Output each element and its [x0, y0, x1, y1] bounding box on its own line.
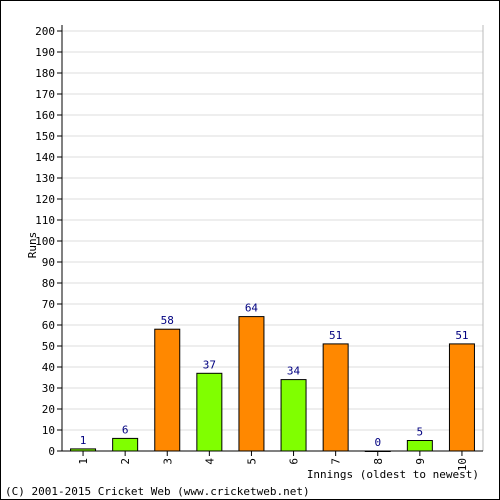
y-tick-label: 170 — [35, 88, 55, 101]
y-tick-label: 40 — [42, 361, 55, 374]
data-label: 6 — [122, 423, 129, 436]
copyright-credit: (C) 2001-2015 Cricket Web (www.cricketwe… — [5, 485, 310, 498]
y-tick-label: 200 — [35, 25, 55, 38]
x-tick-label: 4 — [203, 458, 216, 465]
data-label: 58 — [161, 314, 174, 327]
data-label: 64 — [245, 302, 259, 315]
data-label: 51 — [455, 329, 468, 342]
x-axis-label: Innings (oldest to newest) — [307, 468, 479, 481]
y-tick-label: 120 — [35, 193, 55, 206]
y-tick-label: 160 — [35, 109, 55, 122]
y-tick-label: 190 — [35, 46, 55, 59]
bar-innings-5 — [238, 316, 265, 452]
y-tick-label: 90 — [42, 256, 55, 269]
y-tick-label: 140 — [35, 151, 55, 164]
x-tick-label: 5 — [245, 458, 258, 465]
y-tick-label: 50 — [42, 340, 55, 353]
bar-innings-7 — [322, 343, 349, 452]
y-tick-label: 0 — [48, 445, 55, 458]
y-tick-label: 20 — [42, 403, 55, 416]
data-labels: 1 6 58 37 64 34 51 0 5 51 — [80, 302, 469, 449]
y-tick-label: 80 — [42, 277, 55, 290]
bar-innings-2 — [112, 437, 139, 452]
bar-innings-1 — [70, 448, 97, 452]
y-axis-label: Runs — [26, 232, 39, 259]
x-tick-label: 1 — [77, 458, 90, 465]
x-tick-label: 6 — [288, 458, 301, 465]
y-tick-label: 60 — [42, 319, 55, 332]
data-label: 5 — [417, 426, 424, 439]
x-tick-label: 2 — [119, 458, 132, 465]
x-tick-label: 7 — [330, 458, 343, 465]
x-tick-label: 8 — [372, 458, 385, 465]
y-tick-label: 100 — [35, 235, 55, 248]
bar-innings-9 — [406, 440, 433, 452]
y-tick-label: 180 — [35, 67, 55, 80]
x-tick-label: 9 — [414, 458, 427, 465]
y-tick-label: 30 — [42, 382, 55, 395]
data-label: 1 — [80, 434, 87, 447]
y-tick-label: 150 — [35, 130, 55, 143]
y-tick-label: 130 — [35, 172, 55, 185]
y-tick-label: 70 — [42, 298, 55, 311]
y-tick-label: 110 — [35, 214, 55, 227]
bar-innings-6 — [280, 379, 307, 452]
x-tick-label: 10 — [456, 458, 469, 471]
data-label: 37 — [203, 358, 216, 371]
bars — [70, 316, 475, 452]
data-label: 34 — [287, 365, 301, 378]
data-label: 0 — [374, 436, 381, 449]
bar-innings-10 — [448, 343, 475, 452]
x-tick-label: 3 — [161, 458, 174, 465]
bar-innings-8 — [364, 450, 391, 452]
data-label: 51 — [329, 329, 342, 342]
tick-labels: 0102030405060708090100110120130140150160… — [35, 25, 469, 471]
y-tick-label: 10 — [42, 424, 55, 437]
bar-innings-4 — [196, 372, 223, 452]
gridlines — [62, 30, 483, 431]
bar-innings-3 — [154, 328, 181, 452]
